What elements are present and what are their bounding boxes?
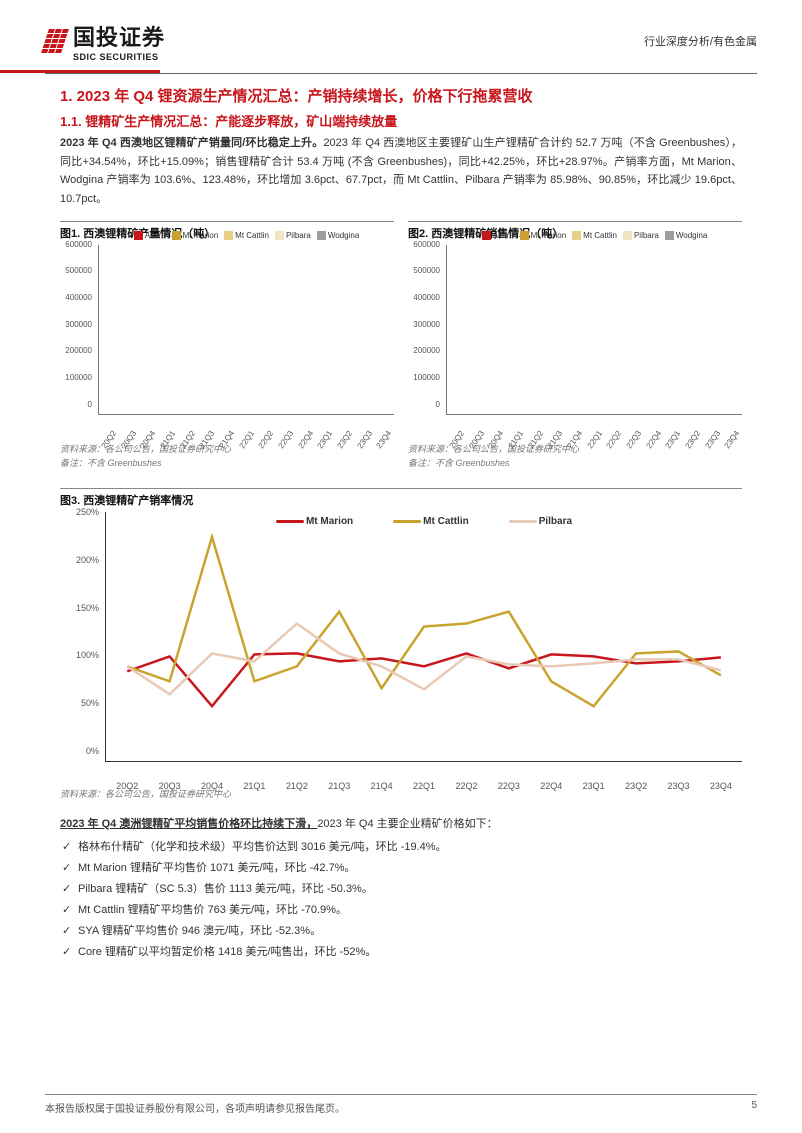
charts-row-1: 图1. 西澳锂精矿产量情况（吨） AlturaMt MarionMt Cattl… xyxy=(60,221,742,470)
chart-3-x-axis: 20Q220Q320Q421Q121Q221Q321Q422Q122Q222Q3… xyxy=(106,781,742,791)
legend-item: Pilbara xyxy=(275,231,311,240)
chart-3-block: 图3. 西澳锂精矿产销率情况 Mt MarionMt CattlinPilbar… xyxy=(60,488,742,801)
price-list-item: Pilbara 锂精矿（SC 5.3）售价 1113 美元/吨，环比 -50.3… xyxy=(60,879,742,900)
company-name-en: SDIC SECURITIES xyxy=(73,52,165,62)
price-list-item: Mt Cattlin 锂精矿平均售价 763 美元/吨，环比 -70.9%。 xyxy=(60,900,742,921)
chart-3-lines xyxy=(106,512,742,761)
line-series xyxy=(127,623,721,694)
line-series xyxy=(127,537,721,706)
legend-item: Altura xyxy=(482,231,514,240)
legend-item: Pilbara xyxy=(623,231,659,240)
chart-2-x-axis: 20Q220Q320Q421Q121Q221Q321Q422Q122Q222Q3… xyxy=(447,435,742,444)
footer-disclaimer: 本报告版权属于国投证券股份有限公司，各项声明请参见报告尾页。 xyxy=(45,1100,345,1115)
price-list-item: SYA 锂精矿平均售价 946 澳元/吨，环比 -52.3%。 xyxy=(60,921,742,942)
chart-1-y-axis: 6000005000004000003000002000001000000 xyxy=(57,240,95,409)
chart-3-title: 图3. 西澳锂精矿产销率情况 xyxy=(60,488,742,508)
line-series xyxy=(127,653,721,706)
chart-2-legend: Altura Mt Marion Mt Cattlin Pilbara Wodgina xyxy=(447,231,742,240)
price-intro-lead: 2023 年 Q4 澳洲锂精矿平均销售价格环比持续下滑， xyxy=(60,818,317,830)
section-heading-1: 1. 2023 年 Q4 锂资源生产情况汇总：产销持续增长，价格下行拖累营收 xyxy=(60,86,742,107)
chart-1-legend: Altura Mt Marion Mt Cattlin Pilbara Wodgina xyxy=(99,231,394,240)
price-list-item: Core 锂精矿以平均暂定价格 1418 美元/吨售出，环比 -52%。 xyxy=(60,942,742,963)
chart-2-bars xyxy=(447,245,742,414)
chart-3-canvas: Mt MarionMt CattlinPilbara 250%200%150%1… xyxy=(105,512,742,762)
legend-item: Mt Marion xyxy=(520,231,567,240)
page-content: 1. 2023 年 Q4 锂资源生产情况汇总：产销持续增长，价格下行拖累营收 1… xyxy=(0,74,802,973)
chart-1-x-axis: 20Q220Q320Q421Q121Q221Q321Q422Q122Q222Q3… xyxy=(99,435,394,444)
price-intro: 2023 年 Q4 澳洲锂精矿平均销售价格环比持续下滑，2023 年 Q4 主要… xyxy=(60,815,742,834)
legend-item: Wodgina xyxy=(665,231,707,240)
chart-1-bars xyxy=(99,245,394,414)
company-logo: 国投证券 SDIC SECURITIES xyxy=(45,20,165,62)
legend-item: Mt Marion xyxy=(172,231,219,240)
price-list: 格林布什精矿（化学和技术级）平均售价达到 3016 美元/吨，环比 -19.4%… xyxy=(60,837,742,962)
page-footer: 本报告版权属于国投证券股份有限公司，各项声明请参见报告尾页。 5 xyxy=(45,1094,757,1115)
legend-item: Wodgina xyxy=(317,231,359,240)
price-list-item: Mt Marion 锂精矿平均售价 1071 美元/吨，环比 -42.7%。 xyxy=(60,858,742,879)
price-intro-rest: 2023 年 Q4 主要企业精矿价格如下： xyxy=(317,818,497,830)
legend-item: Mt Cattlin xyxy=(572,231,617,240)
breadcrumb: 行业深度分析/有色金属 xyxy=(644,33,757,49)
price-section: 2023 年 Q4 澳洲锂精矿平均销售价格环比持续下滑，2023 年 Q4 主要… xyxy=(60,815,742,963)
legend-item: Mt Cattlin xyxy=(224,231,269,240)
footer-page-number: 5 xyxy=(751,1100,757,1115)
legend-item: Altura xyxy=(134,231,166,240)
chart-3-y-axis: 250%200%150%100%50%0% xyxy=(58,507,102,756)
lead-sentence: 2023 年 Q4 西澳地区锂精矿产销量同/环比稳定上升。 xyxy=(60,137,323,149)
chart-1-block: 图1. 西澳锂精矿产量情况（吨） AlturaMt MarionMt Cattl… xyxy=(60,221,394,470)
chart-1-note: 备注：不含 Greenbushes xyxy=(60,457,394,470)
section-heading-2: 1.1. 锂精矿生产情况汇总：产能逐步释放，矿山端持续放量 xyxy=(60,111,742,130)
company-name-cn: 国投证券 xyxy=(73,20,165,52)
body-paragraph: 2023 年 Q4 西澳地区锂精矿产销量同/环比稳定上升。2023 年 Q4 西… xyxy=(60,134,742,209)
logo-mark-icon xyxy=(41,29,69,53)
page-header: 国投证券 SDIC SECURITIES 行业深度分析/有色金属 xyxy=(0,0,802,70)
chart-2-note: 备注：不含 Greenbushes xyxy=(408,457,742,470)
chart-2-canvas: AlturaMt MarionMt CattlinPilbaraWodgina … xyxy=(446,245,742,415)
chart-2-block: 图2. 西澳锂精矿销售情况（吨） AlturaMt MarionMt Cattl… xyxy=(408,221,742,470)
price-list-item: 格林布什精矿（化学和技术级）平均售价达到 3016 美元/吨，环比 -19.4%… xyxy=(60,837,742,858)
chart-2-y-axis: 6000005000004000003000002000001000000 xyxy=(405,240,443,409)
chart-1-canvas: AlturaMt MarionMt CattlinPilbaraWodgina … xyxy=(98,245,394,415)
